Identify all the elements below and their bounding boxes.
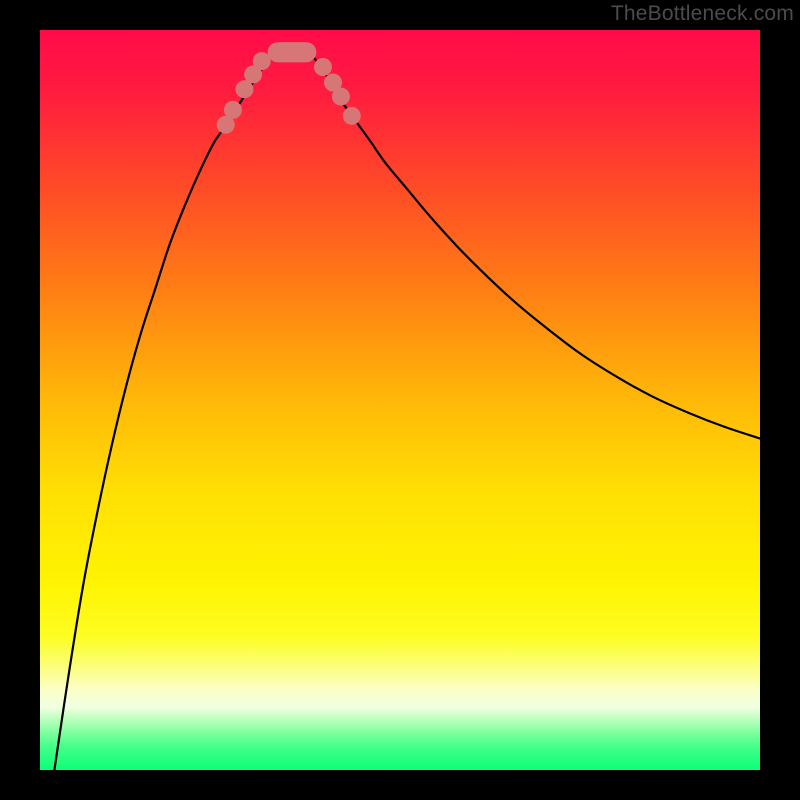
plot-background	[40, 30, 760, 770]
marker-dot	[343, 107, 361, 125]
marker-dot	[314, 58, 332, 76]
chart-stage: TheBottleneck.com	[0, 0, 800, 800]
marker-dot	[332, 88, 350, 106]
chart-svg	[0, 0, 800, 800]
watermark-text: TheBottleneck.com	[611, 2, 794, 26]
marker-dot	[224, 101, 242, 119]
